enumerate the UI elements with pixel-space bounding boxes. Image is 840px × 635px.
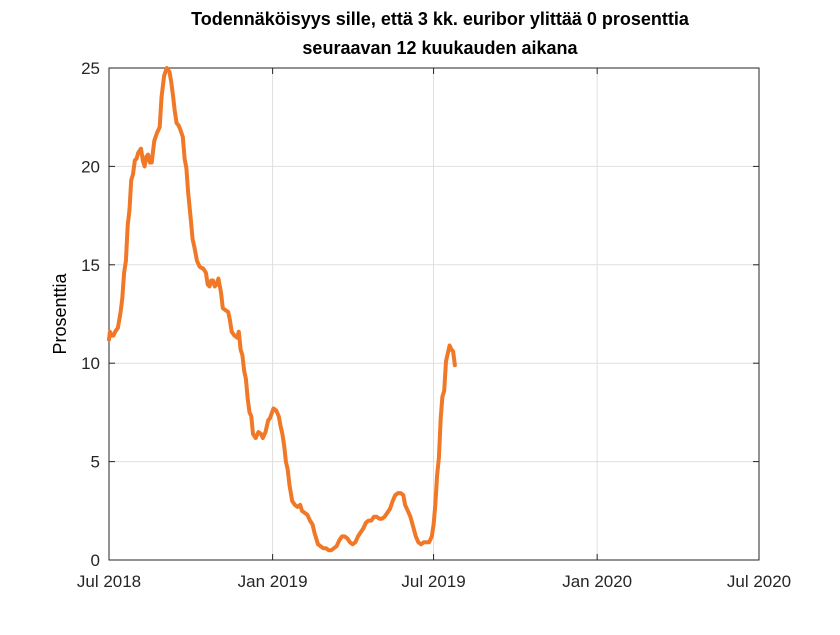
- series-group: [107, 66, 457, 553]
- chart-title-line-2: seuraavan 12 kuukauden aikana: [302, 38, 578, 58]
- x-tick-label-4: Jul 2020: [727, 572, 791, 591]
- y-tick-label-5: 25: [81, 59, 100, 78]
- x-tick-label-3: Jan 2020: [562, 572, 632, 591]
- y-tick-label-4: 20: [81, 157, 100, 176]
- x-tick-label-0: Jul 2018: [77, 572, 141, 591]
- y-tick-label-2: 10: [81, 354, 100, 373]
- chart-title-line-1: Todennäköisyys sille, että 3 kk. euribor…: [191, 9, 690, 29]
- x-tick-label-2: Jul 2019: [401, 572, 465, 591]
- x-tick-label-1: Jan 2019: [238, 572, 308, 591]
- y-tick-label-1: 5: [91, 453, 100, 472]
- axis-ticks: 0 5 10 15 20 25 Jul 2018 Jan 2019 Jul 2019 Jan 20…: [77, 59, 791, 591]
- series-line-0: [107, 66, 457, 553]
- grid-lines: [108, 67, 760, 561]
- y-axis-label: Prosenttia: [50, 272, 70, 354]
- y-tick-label-3: 15: [81, 256, 100, 275]
- y-tick-label-0: 0: [91, 551, 100, 570]
